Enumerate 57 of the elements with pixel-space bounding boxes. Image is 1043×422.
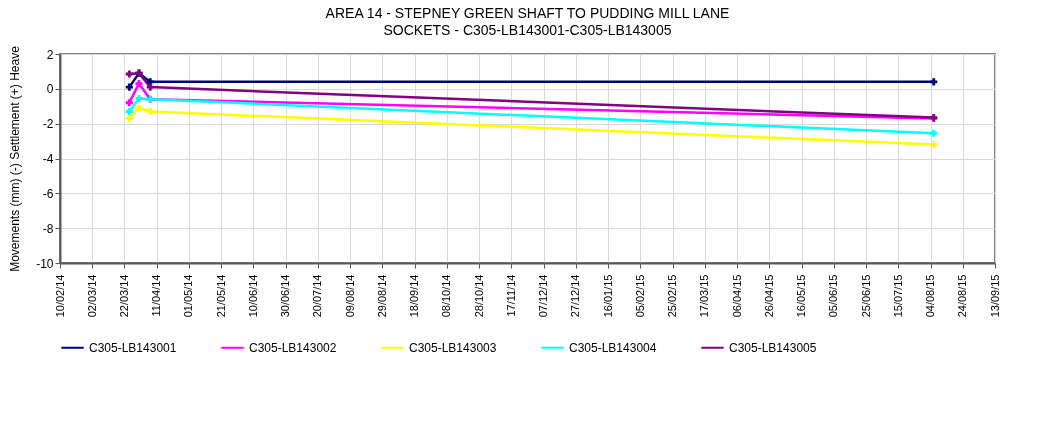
- y-tick-label: 0: [46, 82, 54, 97]
- legend-label: C305-LB143005: [729, 340, 817, 355]
- point: [125, 99, 133, 107]
- x-tick-label: 07/12/14: [537, 274, 550, 318]
- legend-label: C305-LB143004: [569, 340, 657, 355]
- x-tick-label: 04/08/15: [924, 274, 937, 318]
- x-tick-label: 01/05/14: [182, 274, 195, 318]
- x-tick-label: 21/05/14: [214, 274, 227, 318]
- point: [930, 129, 938, 137]
- x-tick-label: 05/06/15: [827, 274, 840, 318]
- x-tick-label: 15/07/15: [891, 274, 904, 318]
- x-tick-label: 26/04/15: [762, 274, 775, 318]
- x-tick-label: 22/03/14: [117, 274, 130, 318]
- x-tick-label: 25/06/15: [859, 274, 872, 318]
- x-tick-label: 11/04/14: [150, 274, 163, 317]
- point: [146, 107, 154, 116]
- legend-label: C305-LB143001: [89, 340, 177, 355]
- x-tick-label: 25/02/15: [666, 274, 679, 318]
- point: [930, 141, 938, 149]
- y-tick-label: 2: [46, 47, 54, 62]
- x-tick-label: 10/06/14: [246, 274, 259, 318]
- x-tick-label: 17/11/14: [504, 274, 517, 317]
- point: [930, 78, 938, 86]
- point: [125, 107, 133, 116]
- y-tick-label: -4: [42, 152, 54, 166]
- chart-title: AREA 14 - STEPNEY GREEN SHAFT TO PUDDING MILL LANE: [325, 4, 730, 21]
- y-tick-label: -10: [36, 256, 54, 271]
- x-tick-label: 17/03/15: [698, 274, 711, 318]
- x-tick-label: 30/06/14: [279, 274, 292, 318]
- x-tick-label: 06/04/15: [730, 274, 743, 318]
- x-tick-label: 16/01/15: [601, 274, 614, 318]
- x-tick-label: 20/07/14: [311, 274, 324, 318]
- legend-label: C305-LB143003: [409, 340, 497, 355]
- point: [125, 114, 133, 122]
- point: [146, 83, 154, 91]
- x-tick-label: 29/08/14: [375, 274, 388, 318]
- x-tick-label: 13/09/15: [988, 274, 1001, 318]
- point: [135, 94, 143, 102]
- y-tick-label: -2: [42, 117, 54, 132]
- x-tick-label: 18/09/14: [408, 274, 421, 318]
- point: [125, 83, 133, 91]
- x-tick-label: 10/02/14: [53, 274, 66, 318]
- y-tick-label: -8: [42, 221, 54, 236]
- y-tick-label: -6: [42, 186, 54, 201]
- x-tick-label: 02/03/14: [85, 274, 98, 318]
- x-tick-label: 09/08/14: [343, 274, 356, 318]
- x-tick-label: 08/10/14: [440, 274, 453, 318]
- point: [135, 80, 143, 88]
- x-tick-label: 24/08/15: [956, 274, 969, 318]
- x-tick-label: 27/12/14: [569, 274, 582, 318]
- point: [125, 70, 133, 78]
- x-tick-label: 16/05/15: [795, 274, 808, 318]
- y-axis-title: Movements (mm) (-) Settlement (+) Heave: [8, 45, 23, 272]
- legend-label: C305-LB143002: [249, 340, 337, 355]
- x-tick-label: 28/10/14: [472, 274, 485, 318]
- x-tick-label: 05/02/15: [633, 274, 646, 318]
- chart-subtitle: SOCKETS - C305-LB143001-C305-LB143005: [383, 21, 672, 38]
